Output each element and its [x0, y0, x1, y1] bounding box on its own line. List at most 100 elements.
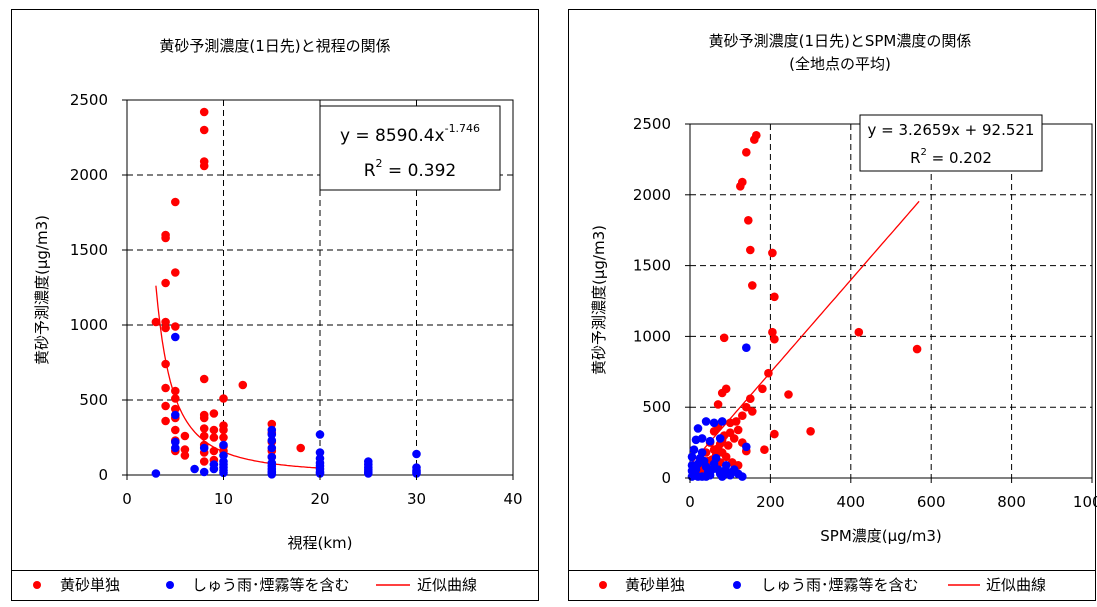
chart-spm: 黄砂予測濃度(1日先)とSPM濃度の関係 (全地点の平均) 0 200 400 600… [568, 9, 1097, 601]
r2-superscript: 2 [376, 157, 383, 170]
point-dust-only [161, 317, 170, 327]
point-mixed [151, 469, 161, 478]
point-dust-only [721, 384, 731, 394]
x-tick-label: 800 [997, 493, 1026, 511]
point-mixed [412, 449, 421, 459]
point-mixed [199, 443, 209, 453]
point-mixed [267, 470, 277, 479]
point-mixed [701, 417, 711, 426]
x-tick-label: 20 [310, 490, 329, 508]
point-dust-only [806, 427, 815, 436]
x-tick-label: 1000 [1073, 493, 1097, 511]
point-dust-only [296, 443, 306, 453]
point-mixed [715, 434, 725, 443]
point-dust-only [199, 413, 209, 423]
x-tick-label: 40 [503, 490, 522, 508]
point-dust-only [171, 322, 180, 331]
point-dust-only [733, 425, 743, 435]
axis-ticks: 0 200 400 600 800 1000 0 500 1000 1500 2000 2500 [633, 115, 1097, 511]
point-dust-only [744, 216, 753, 225]
y-tick-label: 500 [642, 398, 671, 416]
point-dust-only [171, 394, 180, 403]
point-dust-only [209, 425, 219, 435]
legend-marker-mixed [733, 581, 741, 589]
y-tick-label: 1500 [633, 257, 671, 275]
point-mixed [219, 468, 228, 478]
point-dust-only [199, 125, 209, 135]
x-tick-label: 0 [122, 490, 132, 508]
r2-value: = 0.392 [383, 161, 457, 181]
point-mixed [315, 469, 325, 478]
point-mixed [717, 417, 727, 426]
equation-exponent: -1.746 [445, 122, 480, 135]
y-axis-label: 黄砂予測濃度(μg/m3) [33, 215, 51, 365]
point-mixed [412, 469, 421, 478]
chart-panel-spm: 黄砂予測濃度(1日先)とSPM濃度の関係 (全地点の平均) 0 200 400 600… [556, 0, 1097, 603]
y-tick-label: 2500 [70, 91, 108, 109]
y-axis-label: 黄砂予測濃度(μg/m3) [590, 225, 608, 375]
point-dust-only [770, 334, 779, 344]
point-mixed [267, 436, 277, 445]
point-dust-only [199, 424, 209, 433]
point-dust-only [738, 411, 747, 421]
point-mixed [701, 472, 711, 481]
point-mixed [171, 437, 180, 447]
equation-box: y = 3.2659x + 92.521 R2 = 0.202 [859, 114, 1043, 172]
point-dust-only [742, 402, 751, 412]
point-dust-only [209, 446, 219, 456]
r2-label: R [364, 161, 376, 181]
legend-marker-dust-only [599, 581, 607, 589]
point-dust-only [199, 374, 209, 384]
r2-superscript: 2 [921, 147, 927, 158]
point-mixed [738, 472, 747, 481]
point-dust-only [770, 292, 779, 302]
fit-path [155, 285, 321, 469]
point-mixed [267, 452, 277, 462]
chart-title: 黄砂予測濃度(1日先)と視程の関係 [159, 37, 390, 55]
point-dust-only [199, 107, 209, 117]
point-mixed [364, 469, 373, 478]
point-mixed [697, 448, 707, 457]
legend: 黄砂単独 しゅう雨･煙霧等を含む 近似曲線 [568, 570, 1096, 601]
x-tick-label: 30 [407, 490, 426, 508]
r2-value: = 0.202 [927, 149, 992, 167]
chart-subtitle: (全地点の平均) [789, 55, 891, 73]
point-mixed [687, 452, 697, 462]
point-dust-only [161, 233, 170, 243]
legend-label-fit: 近似曲線 [417, 576, 477, 594]
point-mixed [171, 410, 180, 420]
y-tick-label: 1500 [70, 241, 108, 259]
point-mixed [267, 430, 277, 439]
legend-marker-mixed [166, 581, 174, 589]
point-dust-only [713, 400, 723, 409]
equation-box: y = 8590.4x-1.746 R2 = 0.392 [319, 105, 501, 191]
point-mixed [219, 451, 228, 460]
point-dust-only [854, 327, 864, 337]
svg-text:R2 = 0.202: R2 = 0.202 [910, 147, 992, 167]
point-dust-only [219, 425, 228, 435]
legend-label-mixed: しゅう雨･煙霧等を含む [192, 576, 350, 594]
point-dust-only [199, 457, 209, 466]
point-dust-only [199, 161, 209, 171]
point-dust-only [171, 386, 180, 396]
point-dust-only [161, 323, 170, 333]
point-dust-only [770, 429, 779, 439]
point-dust-only [180, 431, 190, 441]
data-points [151, 107, 421, 479]
legend-label-dust-only: 黄砂単独 [60, 576, 120, 594]
point-mixed [267, 443, 277, 453]
point-dust-only [209, 409, 219, 418]
point-dust-only [219, 394, 228, 403]
point-dust-only [758, 384, 767, 394]
point-mixed [171, 332, 180, 342]
point-mixed [315, 448, 325, 457]
axis-ticks: 0 10 20 30 40 0 500 1000 1500 2000 2500 [70, 91, 523, 508]
point-dust-only [219, 433, 228, 442]
point-dust-only [723, 441, 733, 450]
y-tick-label: 0 [98, 466, 108, 484]
legend-marker-dust-only [33, 581, 41, 589]
point-dust-only [748, 407, 757, 416]
x-tick-label: 200 [756, 493, 785, 511]
chart-title: 黄砂予測濃度(1日先)とSPM濃度の関係 [709, 32, 972, 50]
legend: 黄砂単独 しゅう雨･煙霧等を含む 近似曲線 [11, 570, 539, 601]
